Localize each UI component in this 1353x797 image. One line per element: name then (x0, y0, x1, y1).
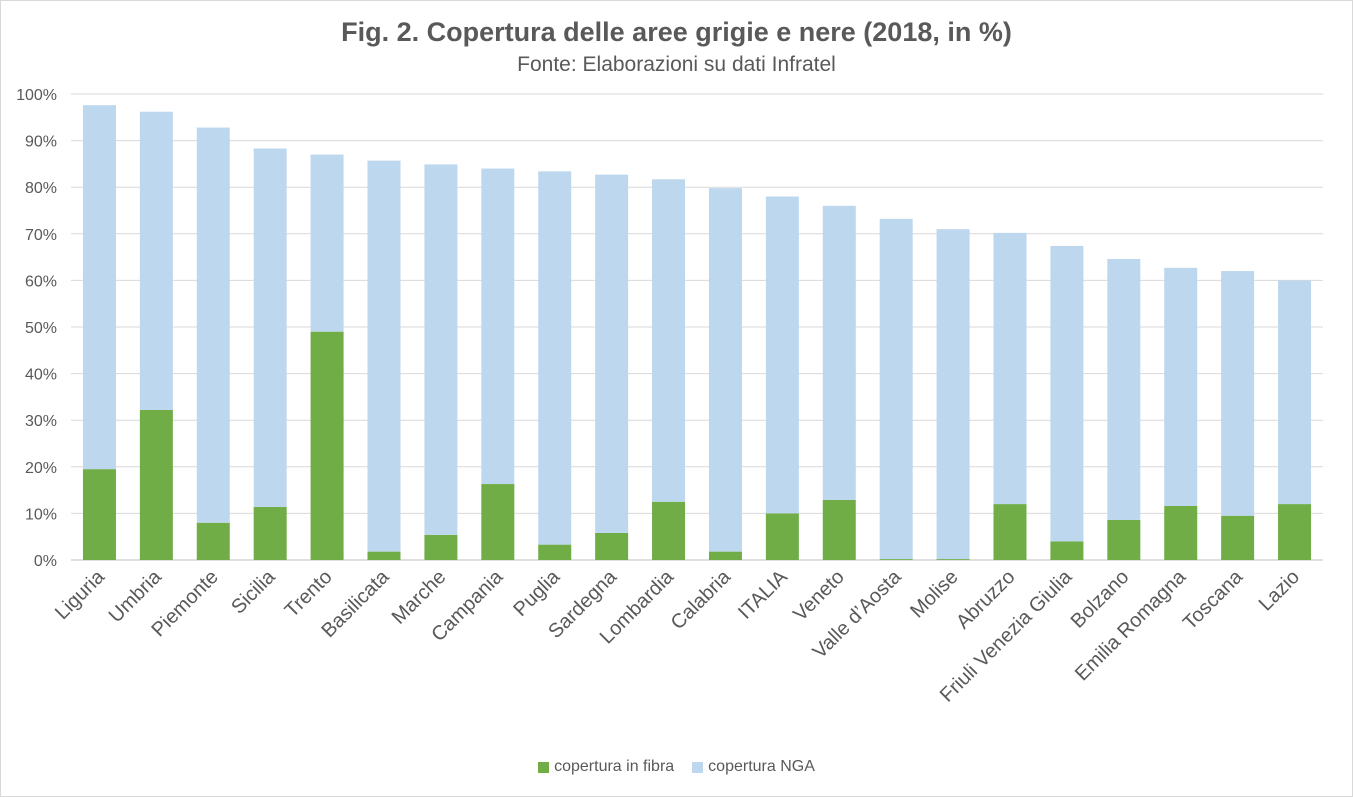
y-tick-label: 60% (25, 273, 57, 290)
y-tick-label: 10% (25, 506, 57, 523)
bar-fibra (196, 522, 230, 560)
legend-swatch-nga (692, 761, 704, 773)
bar-nga (708, 188, 742, 552)
bar-fibra (424, 534, 458, 560)
bar-nga (1050, 245, 1084, 542)
bar-nga (424, 164, 458, 535)
bar-nga (310, 154, 344, 332)
chart-subtitle: Fonte: Elaborazioni su dati Infratel (517, 53, 836, 76)
bar-fibra (310, 331, 344, 560)
bar-fibra (139, 409, 173, 560)
x-tick-label: Calabria (667, 565, 736, 634)
bars (82, 105, 1312, 560)
bar-fibra (1107, 519, 1141, 560)
bar-nga (595, 174, 629, 533)
bar-nga (822, 205, 856, 500)
bar-nga (481, 168, 515, 485)
legend-item-nga: copertura NGA (692, 758, 815, 776)
bar-nga (196, 127, 230, 523)
bar-nga (367, 160, 401, 552)
legend-label-nga: copertura NGA (708, 758, 815, 775)
y-tick-label: 100% (16, 87, 57, 104)
bar-nga (993, 232, 1027, 505)
bar-fibra (538, 544, 572, 560)
bar-fibra (481, 484, 515, 560)
bar-fibra (708, 551, 742, 560)
x-tick-label: Liguria (51, 565, 110, 624)
bar-fibra (822, 499, 856, 560)
bar-fibra (595, 532, 629, 560)
bar-nga (936, 229, 970, 560)
bar-nga (538, 171, 572, 545)
bar-nga (879, 218, 913, 560)
bar-nga (1107, 258, 1141, 520)
bar-fibra (253, 506, 287, 560)
x-tick-label: Trento (281, 566, 337, 622)
y-tick-label: 0% (34, 553, 57, 570)
x-tick-label: Lazio (1255, 566, 1304, 615)
y-axis-tick-labels: 0% 10% 20% 30% 40% 50% 60% 70% 80% 90% 100% (16, 87, 57, 570)
chart-title: Fig. 2. Copertura delle aree grigie e ne… (341, 17, 1012, 47)
x-tick-label: ITALIA (734, 566, 792, 624)
bar-fibra (765, 513, 799, 560)
y-tick-label: 70% (25, 227, 57, 244)
y-tick-label: 80% (25, 180, 57, 197)
bar-fibra (1221, 515, 1255, 560)
bar-fibra (1278, 504, 1312, 560)
y-tick-label: 20% (25, 460, 57, 477)
bar-nga (1164, 267, 1198, 506)
bar-fibra (82, 469, 116, 560)
legend-label-fibra: copertura in fibra (554, 758, 675, 775)
bar-nga (253, 148, 287, 507)
bar-nga (652, 179, 686, 502)
bar-fibra (1050, 541, 1084, 560)
y-tick-label: 90% (25, 134, 57, 151)
bar-fibra (993, 504, 1027, 560)
legend-swatch-fibra (538, 761, 550, 773)
bar-nga (82, 105, 116, 470)
bar-fibra (936, 559, 970, 560)
x-tick-label: Puglia (509, 565, 564, 620)
bar-nga (1278, 280, 1312, 505)
bar-fibra (879, 559, 913, 560)
x-tick-label: Sicilia (227, 565, 280, 618)
bar-nga (765, 196, 799, 514)
bar-fibra (1164, 505, 1198, 560)
y-tick-label: 50% (25, 320, 57, 337)
bar-fibra (367, 551, 401, 560)
x-tick-label: Molise (906, 566, 962, 622)
bar-nga (1221, 271, 1255, 516)
legend: copertura in fibra copertura NGA (1, 758, 1352, 776)
legend-item-fibra: copertura in fibra (538, 758, 674, 776)
y-tick-label: 30% (25, 413, 57, 430)
bar-fibra (652, 501, 686, 560)
y-tick-label: 40% (25, 367, 57, 384)
x-tick-label: Toscana (1179, 565, 1248, 634)
bar-nga (139, 111, 173, 410)
